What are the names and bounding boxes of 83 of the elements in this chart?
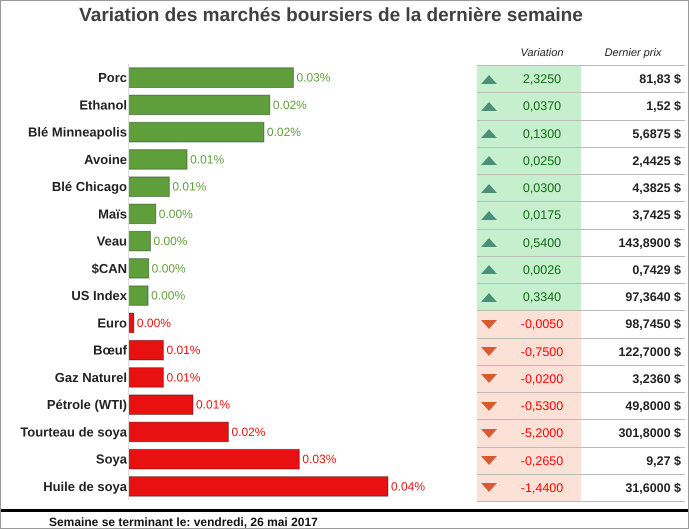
data-label: 0.01% [190,152,224,166]
data-label: 0.03% [302,452,337,466]
data-label: 0.00% [153,234,188,248]
text: 1,52 $ [646,99,681,114]
y-tick-label: Ethanol [79,97,127,112]
data-label: 0.00% [136,316,172,330]
bar [128,230,151,252]
y-tick-label: Maïs [98,206,127,222]
data-label: 0.02% [272,98,308,112]
bar [128,204,156,224]
text: 2,4425 $ [632,154,681,168]
data-label: 0.01% [166,343,201,358]
y-tick-label: Soya [96,452,128,467]
bar [128,176,170,197]
text: 0,7429 $ [632,262,681,277]
data-label: 0.00% [152,261,186,276]
text: 81,83 $ [639,72,681,86]
text: -0,0050 [520,317,564,332]
text: -0,2650 [520,454,564,468]
bar [128,476,388,497]
bar [128,258,150,279]
data-label: 0.01% [196,398,230,412]
y-tick-label: Veau [96,234,128,249]
text: 0,0300 [522,181,562,196]
data-label: 0.03% [296,70,331,85]
text: 143,8900 $ [618,236,681,250]
text: 49,8000 $ [625,399,681,414]
text: 9,27 $ [646,454,681,468]
y-tick-label: Gaz Naturel [54,370,127,385]
y-tick-label: Blé Minneapolis [28,124,127,140]
data-label: 0.01% [172,180,207,194]
text: -1,4400 [520,480,564,495]
bar [128,122,264,142]
text: 0,5400 [522,236,562,250]
text: 0,3340 [522,290,562,304]
bar [128,285,149,306]
text: 97,3640 $ [625,290,681,304]
y-tick-label: Bœuf [93,342,128,358]
bar [128,367,164,388]
bar [128,448,300,470]
text: 5,6875 $ [632,126,681,141]
bar [128,94,270,116]
text: 4,3825 $ [632,181,681,196]
y-tick-label: Blé Chicago [52,179,128,194]
text: Semaine se terminant le: vendredi, 26 mai 2017 [49,515,318,529]
bar [128,149,188,170]
y-tick-label: Huile de soya [43,478,128,494]
bar [128,394,194,415]
text: 2,3250 [522,72,562,86]
text: 3,7425 $ [632,208,681,222]
text: -0,0200 [520,372,564,386]
data-label: 0.04% [391,479,426,494]
y-tick-label: $CAN [92,260,127,276]
text: -0,7500 [520,344,564,359]
data-label: 0.00% [158,206,194,221]
text: 3,2360 $ [632,372,681,386]
text: 0,0250 [522,154,562,168]
y-tick-label: Tourteau de soya [20,424,128,440]
text: 122,7000 $ [618,344,681,359]
data-label: 0.00% [151,288,186,303]
text: -5,2000 [520,426,564,440]
data-label: 0.02% [231,424,266,439]
text: 0,0026 [522,262,562,277]
text: 0,1300 [522,126,562,141]
data-label: 0.01% [166,370,201,384]
data-label: 0.02% [266,125,302,140]
category-label: Variation [503,41,581,66]
text: 98,7450 $ [625,317,681,332]
chart-title: Variation des marchés boursiers de la dernière semaine [78,5,584,27]
y-tick-label: Porc [98,70,127,86]
text: 301,8000 $ [618,426,681,440]
y-tick-label: Pétrole (WTI) [46,397,127,412]
y-tick-label: Avoine [84,152,127,167]
y-tick-label: Euro [97,315,128,330]
text: 0,0370 [522,99,562,114]
y-tick-label: US Index [71,288,128,304]
text: -0,5300 [520,399,564,414]
text: 0,0175 [522,208,562,222]
bar [128,340,164,360]
text: 31,6000 $ [625,480,681,495]
bar [128,422,229,442]
bar [128,67,294,88]
category-label: Dernier prix [581,41,685,66]
